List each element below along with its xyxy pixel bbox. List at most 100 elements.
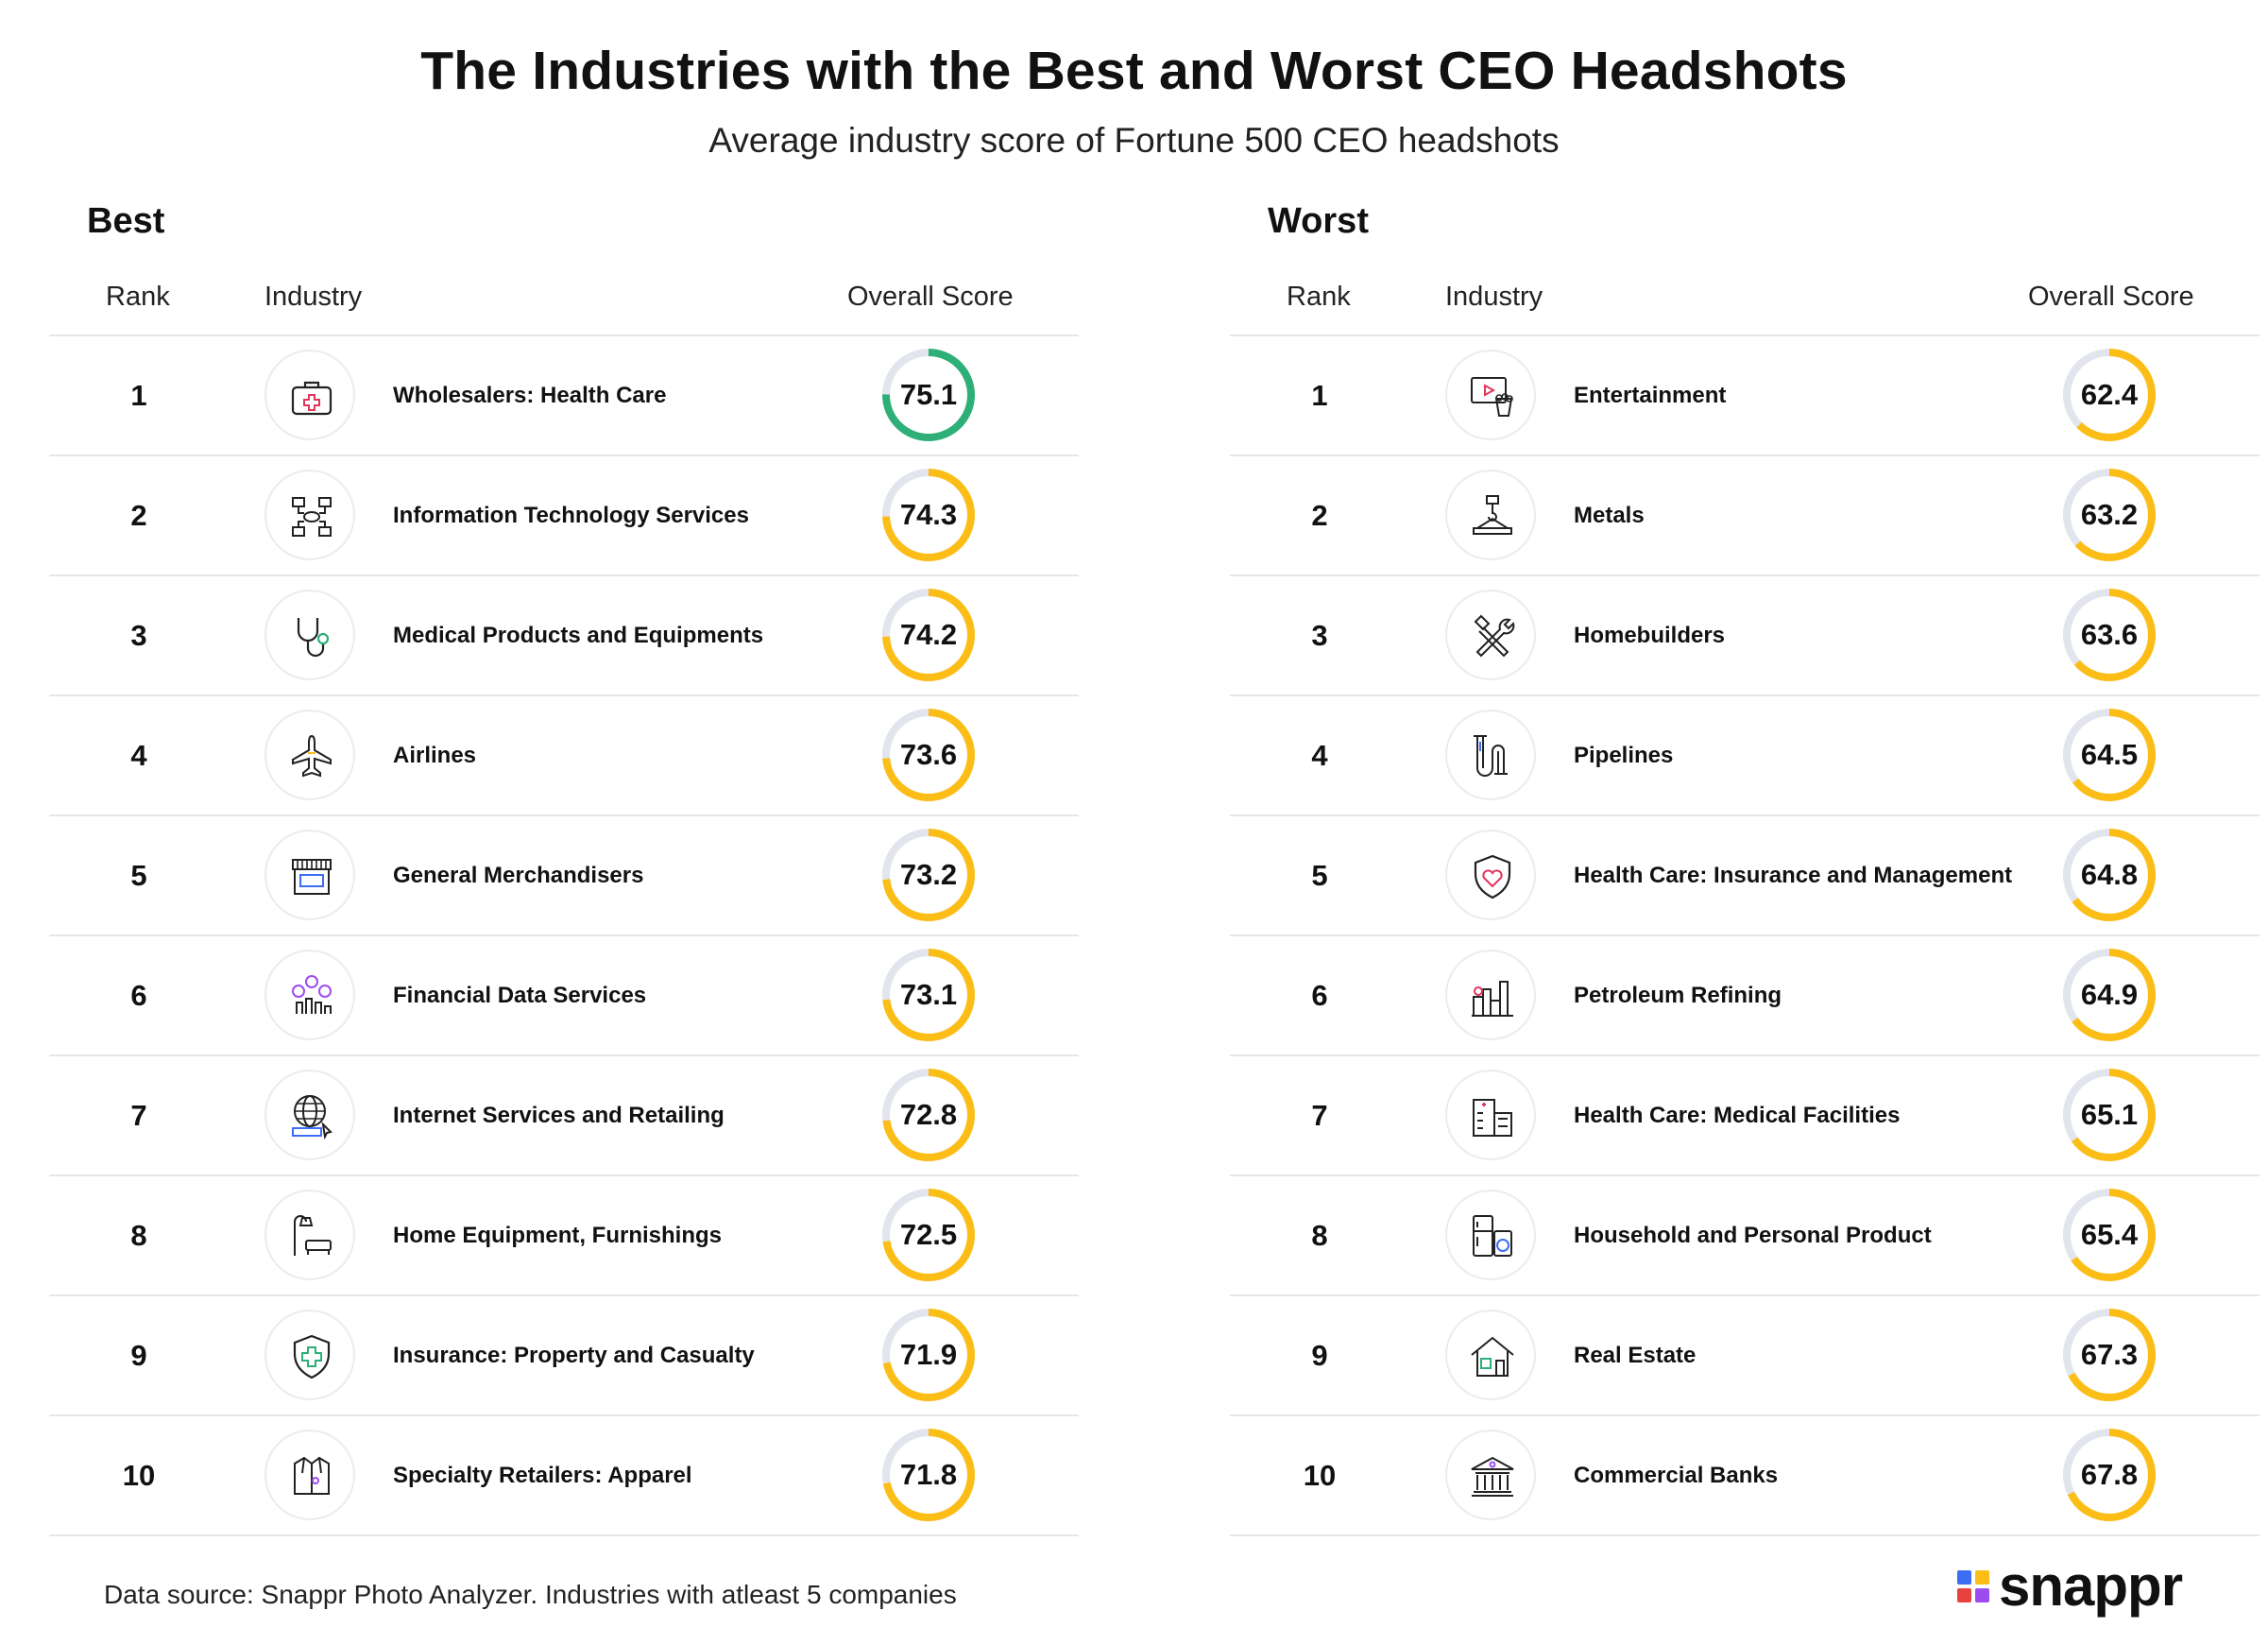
- shield-cross-icon: [293, 1334, 331, 1379]
- best-row-7-icon-badge: [264, 1070, 355, 1160]
- worst-row-10-icon-badge: [1445, 1430, 1536, 1520]
- best-row-10-score-donut: [882, 1429, 975, 1521]
- snappr-wordmark: snappr: [1999, 1554, 2183, 1618]
- worst-row-8-rank: 8: [1311, 1219, 1328, 1252]
- worst-row-6-score-value: 64.9: [2080, 978, 2139, 1011]
- worst-score-header: Overall Score: [2028, 282, 2194, 312]
- worst-row-3-industry: Homebuilders: [1574, 623, 1726, 648]
- appliances-icon: [1473, 1215, 1512, 1257]
- chart-subtitle: Average industry score of Fortune 500 CE…: [708, 121, 1560, 160]
- worst-row-10-rank: 10: [1303, 1459, 1337, 1492]
- best-row-8-score-value: 72.5: [899, 1218, 958, 1251]
- worst-row-3-score-donut: [2063, 589, 2156, 681]
- best-row-3-icon-badge: [264, 590, 355, 680]
- worst-row-6: 6 Petroleum Refining 64.9: [1230, 936, 2259, 1056]
- best-row-8-rank: 8: [130, 1219, 147, 1252]
- worst-row-7-score-arc: [2063, 1069, 2156, 1161]
- stethoscope-icon: [297, 618, 330, 658]
- best-row-7-score-arc: [882, 1069, 975, 1161]
- worst-row-1-rank: 1: [1311, 379, 1328, 412]
- best-row-1-score-arc: [882, 349, 975, 441]
- best-row-10-score-arc: [882, 1429, 975, 1521]
- best-row-10-score-value: 71.8: [899, 1458, 958, 1491]
- worst-row-1-industry: Entertainment: [1574, 383, 1727, 408]
- worst-row-8-score-donut: [2063, 1189, 2156, 1281]
- worst-row-3-score-arc: [2063, 589, 2156, 681]
- worst-row-6-score-arc: [2063, 949, 2156, 1041]
- best-row-6-score-donut: [882, 949, 975, 1041]
- worst-row-5-icon-badge: [1445, 830, 1536, 920]
- best-row-3: 3 Medical Products and Equipments 74.2: [49, 576, 1079, 696]
- worst-row-6-score-donut: [2063, 949, 2156, 1041]
- bank-icon: [1471, 1456, 1514, 1497]
- worst-row-7-industry: Health Care: Medical Facilities: [1574, 1103, 1901, 1128]
- best-row-1-icon-badge: [264, 350, 355, 440]
- worst-row-3-rank: 3: [1311, 619, 1328, 652]
- best-row-1: 1 Wholesalers: Health Care 75.1: [49, 336, 1079, 456]
- best-row-4-rank: 4: [130, 739, 147, 772]
- best-row-8: 8 Home Equipment, Furnishings 72.5: [49, 1176, 1079, 1296]
- best-row-7-score-donut: [882, 1069, 975, 1161]
- best-row-1-industry: Wholesalers: Health Care: [393, 383, 667, 408]
- snappr-logo-mark-icon: [1957, 1570, 1989, 1602]
- best-row-2-score-value: 74.3: [899, 498, 958, 531]
- worst-row-1-score-donut: [2063, 349, 2156, 441]
- pipe-icon: [1474, 735, 1508, 777]
- worst-row-7: 7 Health Care: Medical Facilities 65.1: [1230, 1056, 2259, 1176]
- worst-row-9-score-arc: [2063, 1309, 2156, 1401]
- worst-row-7-icon-badge: [1445, 1070, 1536, 1160]
- best-table: 1 Wholesalers: Health Care 75.1 2 Informatio…: [49, 334, 1079, 1536]
- best-row-1-score-donut: [882, 349, 975, 441]
- best-row-5: 5 General Merchandisers 73.2: [49, 816, 1079, 936]
- best-row-8-icon-badge: [264, 1190, 355, 1280]
- best-row-8-score-arc: [882, 1189, 975, 1281]
- worst-row-7-score-value: 65.1: [2080, 1098, 2139, 1131]
- globe-www-icon: [292, 1095, 333, 1140]
- chart-title: The Industries with the Best and Worst C…: [420, 41, 1848, 101]
- best-row-6-icon-badge: [264, 950, 355, 1040]
- best-row-5-icon-badge: [264, 830, 355, 920]
- data-source-note: Data source: Snappr Photo Analyzer. Indu…: [104, 1580, 957, 1609]
- best-row-5-industry: General Merchandisers: [393, 863, 644, 888]
- house-icon: [1471, 1336, 1514, 1377]
- refinery-icon: [1472, 981, 1513, 1017]
- worst-row-6-industry: Petroleum Refining: [1574, 983, 1782, 1008]
- worst-rank-header: Rank: [1287, 282, 1351, 312]
- worst-row-6-rank: 6: [1311, 979, 1328, 1012]
- worst-row-6-icon-badge: [1445, 950, 1536, 1040]
- worst-row-5: 5 Health Care: Insurance and Management 64…: [1230, 816, 2259, 936]
- best-row-4-industry: Airlines: [393, 743, 477, 768]
- worst-row-2: 2 Metals 63.2: [1230, 456, 2259, 576]
- best-row-6-rank: 6: [130, 979, 147, 1012]
- worst-row-9: 9 Real Estate 67.3: [1230, 1296, 2259, 1416]
- worst-row-3-icon-badge: [1445, 590, 1536, 680]
- best-row-4-score-arc: [882, 709, 975, 801]
- best-row-9: 9 Insurance: Property and Casualty 71.9: [49, 1296, 1079, 1416]
- best-row-6-industry: Financial Data Services: [393, 983, 647, 1008]
- lamp-sofa-icon: [294, 1215, 332, 1256]
- worst-row-4-score-donut: [2063, 709, 2156, 801]
- worst-row-1-icon-badge: [1445, 350, 1536, 440]
- best-row-2-industry: Information Technology Services: [393, 503, 749, 528]
- best-row-10-icon-badge: [264, 1430, 355, 1520]
- best-row-2-score-arc: [882, 469, 975, 561]
- worst-row-10-score-value: 67.8: [2080, 1458, 2139, 1491]
- best-row-9-industry: Insurance: Property and Casualty: [393, 1343, 755, 1368]
- best-row-1-rank: 1: [130, 379, 147, 412]
- worst-table: 1 Entertainment 62.4 2 Metals 63.2 3 Homebuilde…: [1230, 334, 2259, 1536]
- best-industry-header: Industry: [264, 282, 363, 312]
- worst-row-2-icon-badge: [1445, 470, 1536, 560]
- best-row-3-industry: Medical Products and Equipments: [393, 623, 764, 648]
- worst-row-2-rank: 2: [1311, 499, 1328, 532]
- worst-row-1-score-arc: [2063, 349, 2156, 441]
- worst-row-8: 8 Household and Personal Product 65.4: [1230, 1176, 2259, 1296]
- best-row-5-rank: 5: [130, 859, 147, 892]
- best-row-6: 6 Financial Data Services 73.1: [49, 936, 1079, 1056]
- worst-row-9-industry: Real Estate: [1574, 1343, 1697, 1368]
- best-row-1-score-value: 75.1: [899, 378, 958, 411]
- best-row-7-industry: Internet Services and Retailing: [393, 1103, 725, 1128]
- best-row-4-score-donut: [882, 709, 975, 801]
- worst-row-5-score-arc: [2063, 829, 2156, 921]
- worst-row-5-industry: Health Care: Insurance and Management: [1574, 863, 2013, 888]
- worst-row-5-score-value: 64.8: [2080, 858, 2139, 891]
